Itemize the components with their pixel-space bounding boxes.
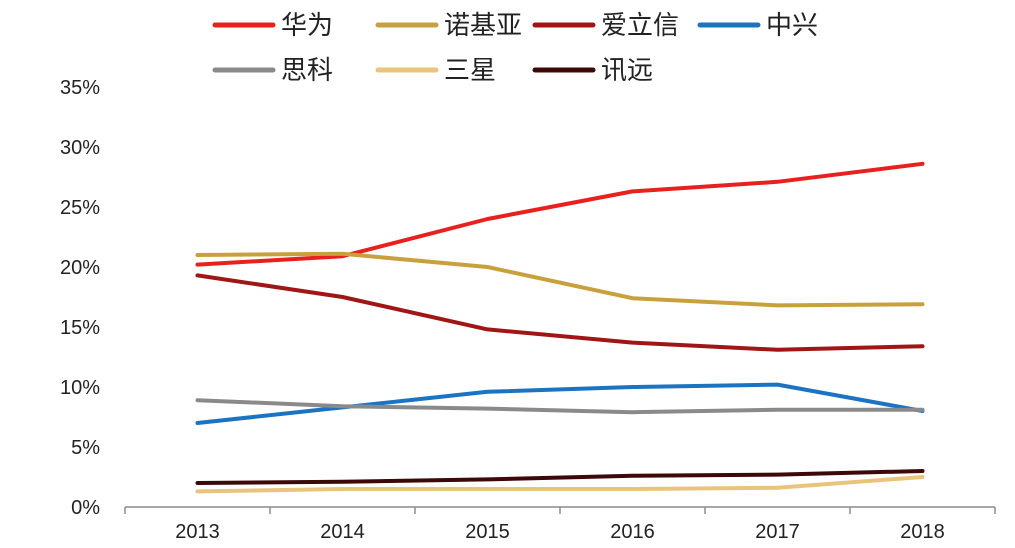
legend-label: 中兴 [766,11,818,41]
legend-item: 讯远 [532,56,653,86]
legend-item: 思科 [212,56,333,86]
y-tick-label: 0% [71,497,100,519]
plot-area [195,161,925,494]
x-tick-label: 2016 [610,521,655,543]
legend-item: 中兴 [697,11,818,41]
x-tick-label: 2014 [320,521,365,543]
y-tick-label: 10% [60,377,100,399]
x-tick-label: 2013 [175,521,220,543]
legend-item: 爱立信 [532,11,679,41]
legend-label: 诺基亚 [444,11,522,41]
legend-label: 三星 [444,56,496,86]
y-tick-label: 20% [60,257,100,279]
series-line [195,382,925,425]
x-tick-label: 2017 [755,521,800,543]
x-tick-label: 2018 [900,521,945,543]
series-line [195,475,925,494]
legend-item: 诺基亚 [375,11,522,41]
x-axis: 2013 2014 2015 2016 2017 2018 [124,506,996,543]
legend-label: 爱立信 [601,11,679,41]
y-tick-label: 35% [60,77,100,99]
legend-item: 华为 [212,11,333,41]
y-axis: 0% 5% 10% 15% 20% 25% 30% 35% [60,77,100,519]
legend-label: 讯远 [601,56,653,86]
series-line [195,161,925,267]
legend-label: 思科 [281,56,333,86]
y-tick-label: 30% [60,137,100,159]
legend-item: 三星 [375,56,496,86]
series-line [195,273,925,352]
y-tick-label: 25% [60,197,100,219]
series-line [195,398,925,415]
series-line [195,251,925,308]
series-line [195,469,925,485]
legend-label: 华为 [281,11,333,41]
x-tick-label: 2015 [465,521,510,543]
y-tick-label: 5% [71,437,100,459]
y-tick-label: 15% [60,317,100,339]
